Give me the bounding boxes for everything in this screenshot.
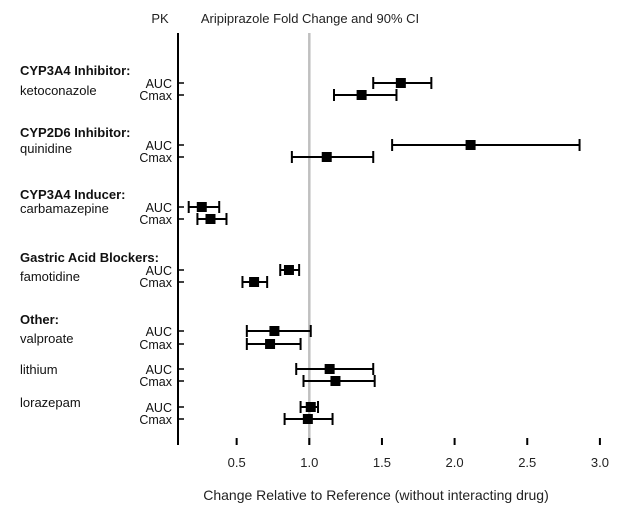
x-tick-label: 1.5 (373, 455, 391, 470)
x-tick-label: 3.0 (591, 455, 609, 470)
drug-label: lithium (20, 362, 58, 377)
pk-label: AUC (146, 264, 172, 278)
x-tick-label: 1.0 (300, 455, 318, 470)
chart-title: Aripiprazole Fold Change and 90% CI (201, 11, 419, 26)
point-estimate (324, 364, 335, 374)
x-tick-label: 2.0 (446, 455, 464, 470)
pk-label: AUC (146, 363, 172, 377)
point-estimate (265, 339, 276, 349)
drug-label: valproate (20, 331, 73, 346)
pk-label: Cmax (139, 151, 172, 165)
point-estimate (395, 78, 406, 88)
pk-label: AUC (146, 325, 172, 339)
x-tick-label: 2.5 (518, 455, 536, 470)
point-estimate (465, 140, 476, 150)
pk-label: Cmax (139, 413, 172, 427)
x-tick-label: 0.5 (228, 455, 246, 470)
point-estimate (305, 402, 316, 412)
point-estimate (283, 265, 294, 275)
drug-label: famotidine (20, 269, 80, 284)
drug-label: ketoconazole (20, 83, 97, 98)
pk-label: Cmax (139, 375, 172, 389)
group-heading: CYP3A4 Inhibitor: (20, 63, 131, 78)
pk-label: AUC (146, 201, 172, 215)
drug-label: quinidine (20, 141, 72, 156)
point-estimate (321, 152, 332, 162)
drug-label: lorazepam (20, 395, 81, 410)
group-heading: Other: (20, 312, 59, 327)
drug-label: carbamazepine (20, 201, 109, 216)
pk-label: Cmax (139, 213, 172, 227)
point-estimate (269, 326, 280, 336)
group-heading: CYP2D6 Inhibitor: (20, 125, 131, 140)
pk-column-header: PK (151, 11, 169, 26)
pk-label: AUC (146, 77, 172, 91)
x-axis-label: Change Relative to Reference (without in… (203, 487, 549, 503)
pk-label: Cmax (139, 89, 172, 103)
point-estimate (356, 90, 367, 100)
group-heading: Gastric Acid Blockers: (20, 250, 159, 265)
point-estimate (196, 202, 207, 212)
point-estimate (302, 414, 313, 424)
point-estimate (249, 277, 260, 287)
group-heading: CYP3A4 Inducer: (20, 187, 125, 202)
pk-label: Cmax (139, 338, 172, 352)
pk-label: AUC (146, 139, 172, 153)
pk-label: Cmax (139, 276, 172, 290)
point-estimate (205, 214, 216, 224)
point-estimate (330, 376, 341, 386)
pk-label: AUC (146, 401, 172, 415)
